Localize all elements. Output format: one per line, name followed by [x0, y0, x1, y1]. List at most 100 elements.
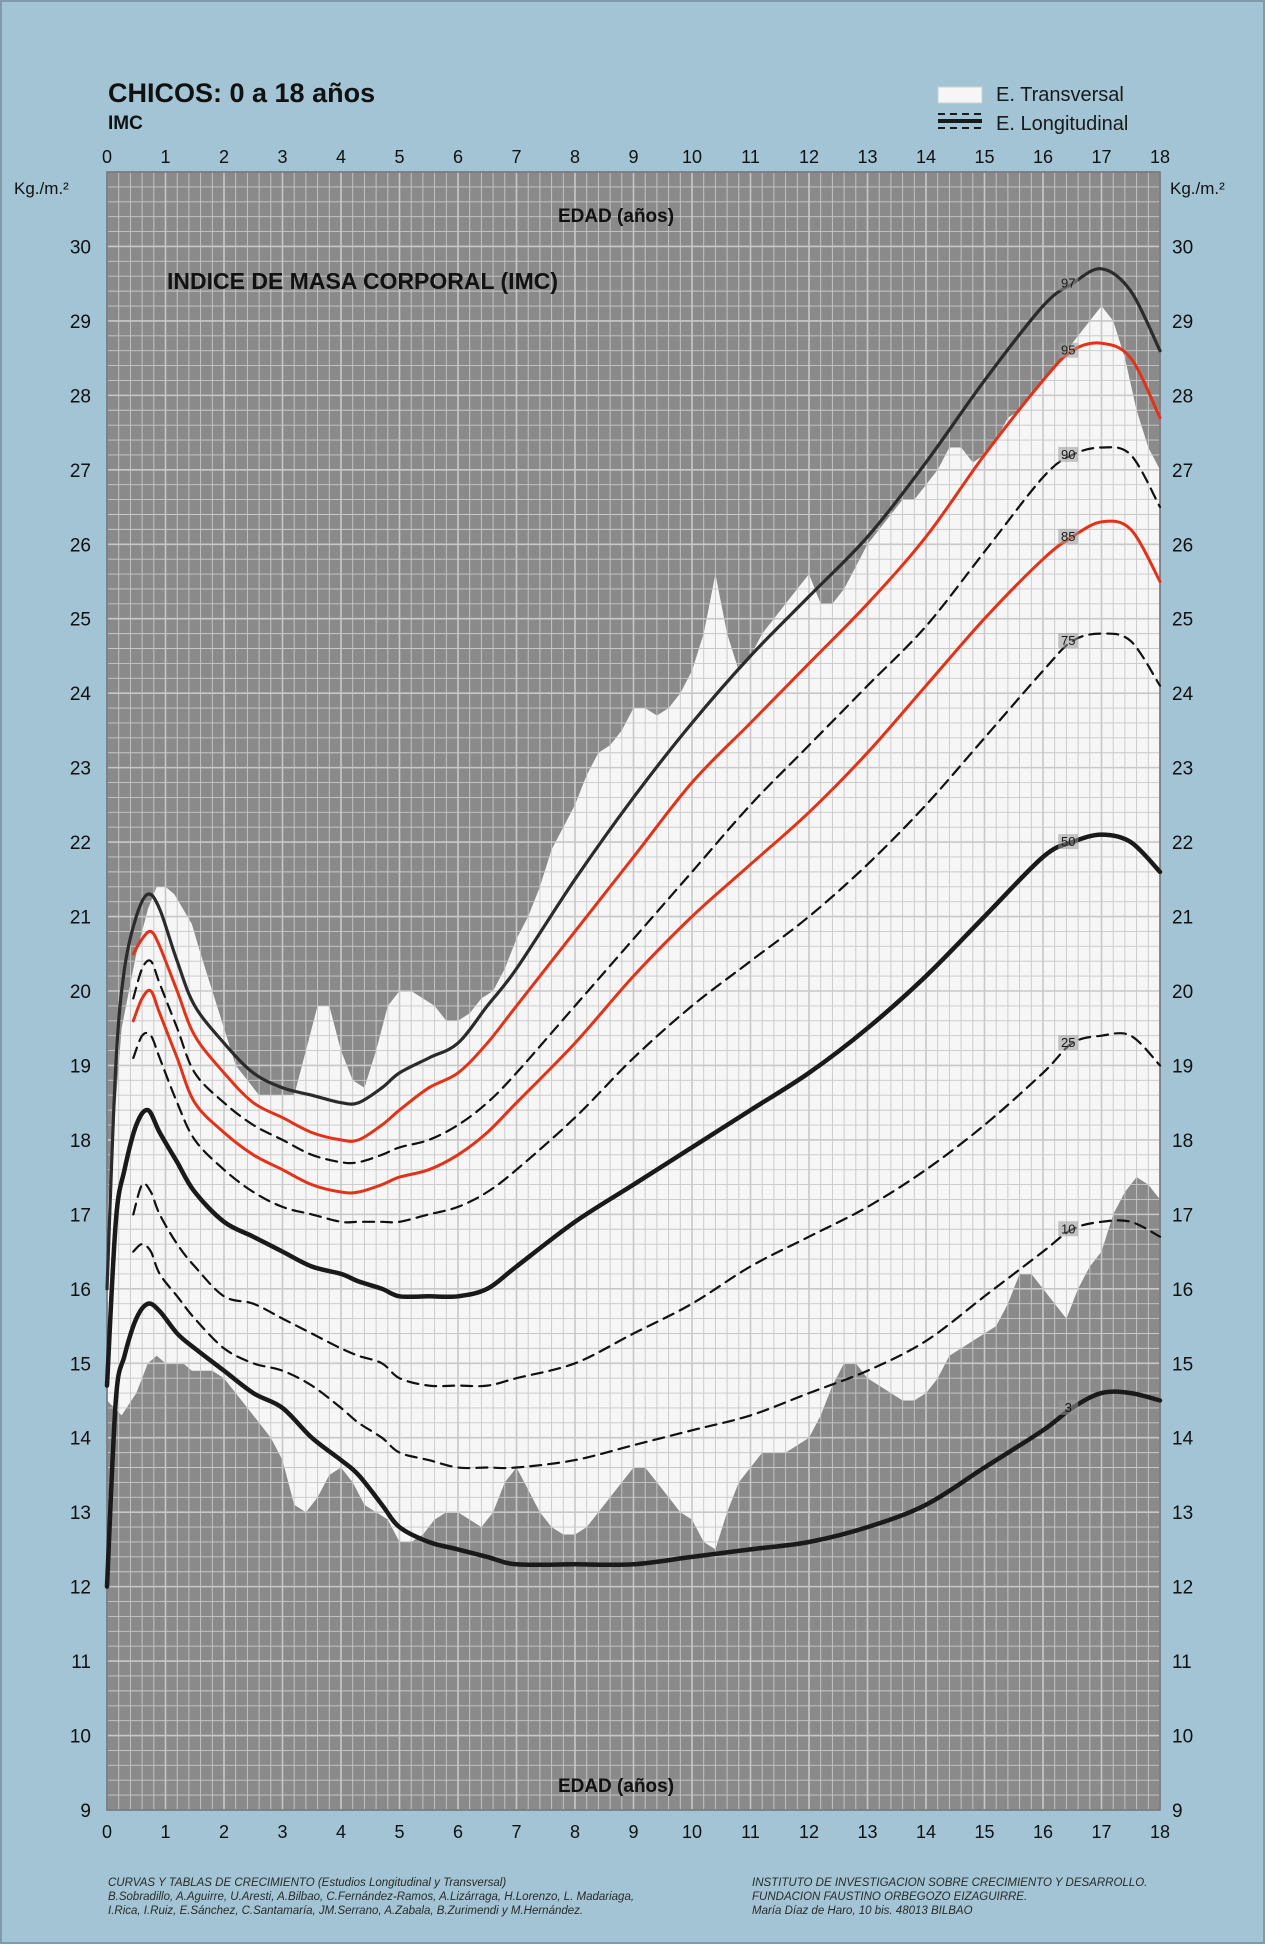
y-tick-label-right: 18	[1172, 1131, 1193, 1152]
legend-label-longitudinal: E. Longitudinal	[996, 113, 1128, 135]
y-tick-label-left: 24	[70, 684, 92, 705]
x-tick-label-bottom: 1	[160, 1822, 170, 1842]
x-axis-label-top: EDAD (años)	[558, 206, 674, 227]
x-tick-label-bottom: 4	[336, 1822, 346, 1842]
x-tick-label-top: 2	[219, 147, 229, 167]
footer-left-line-3: I.Rica, I.Ruiz, E.Sánchez, C.Santamaría,…	[108, 1905, 583, 1917]
y-tick-label-left: 9	[80, 1801, 91, 1822]
x-tick-label-bottom: 17	[1091, 1822, 1111, 1842]
x-tick-label-top: 15	[974, 147, 994, 167]
percentile-label-p75: 75	[1061, 633, 1075, 648]
x-tick-label-bottom: 14	[916, 1822, 936, 1842]
x-tick-label-top: 7	[511, 147, 521, 167]
y-tick-label-left: 16	[70, 1280, 91, 1301]
x-tick-label-top: 10	[682, 147, 702, 167]
y-axis-label-left: Kg./m.²	[14, 179, 69, 198]
legend-label-transversal: E. Transversal	[996, 84, 1124, 106]
percentile-label-p10: 10	[1061, 1221, 1075, 1236]
y-tick-label-right: 9	[1172, 1801, 1183, 1822]
y-tick-label-right: 11	[1172, 1652, 1192, 1673]
x-tick-label-top: 9	[628, 147, 638, 167]
x-tick-label-top: 17	[1091, 147, 1111, 167]
x-tick-label-bottom: 9	[628, 1822, 638, 1842]
y-tick-label-left: 10	[70, 1727, 91, 1748]
y-tick-label-right: 17	[1172, 1205, 1193, 1226]
y-tick-label-left: 28	[70, 386, 91, 407]
y-tick-label-left: 11	[71, 1652, 91, 1673]
percentile-label-p50: 50	[1061, 834, 1075, 849]
y-tick-label-left: 12	[70, 1578, 91, 1599]
x-tick-label-top: 4	[336, 147, 346, 167]
x-tick-label-bottom: 16	[1033, 1822, 1053, 1842]
y-tick-label-left: 20	[70, 982, 91, 1003]
y-tick-label-left: 26	[70, 535, 91, 556]
y-tick-label-left: 17	[70, 1205, 91, 1226]
x-tick-label-top: 1	[160, 147, 170, 167]
y-tick-label-right: 21	[1172, 908, 1193, 929]
y-tick-label-left: 13	[70, 1503, 91, 1524]
y-tick-label-right: 22	[1172, 833, 1193, 854]
x-tick-label-top: 8	[570, 147, 580, 167]
footer-left-line-1: CURVAS Y TABLAS DE CRECIMIENTO (Estudios…	[108, 1877, 506, 1889]
x-tick-label-top: 16	[1033, 147, 1053, 167]
y-axis-label-right: Kg./m.²	[1170, 179, 1225, 198]
percentile-label-p90: 90	[1061, 447, 1075, 462]
x-tick-label-bottom: 13	[857, 1822, 877, 1842]
chart-title: INDICE DE MASA CORPORAL (IMC)	[167, 268, 558, 294]
y-tick-label-left: 29	[70, 312, 91, 333]
percentile-label-p85: 85	[1061, 529, 1075, 544]
y-tick-label-right: 12	[1172, 1578, 1193, 1599]
y-tick-label-left: 27	[70, 461, 91, 482]
x-tick-label-bottom: 10	[682, 1822, 702, 1842]
y-tick-label-right: 24	[1172, 684, 1194, 705]
percentile-label-p97: 97	[1061, 276, 1075, 291]
x-axis-label-bottom: EDAD (años)	[558, 1776, 674, 1797]
x-tick-label-top: 5	[394, 147, 404, 167]
x-tick-label-top: 14	[916, 147, 936, 167]
y-tick-label-left: 25	[70, 610, 91, 631]
footer-left-line-2: B.Sobradillo, A.Aguirre, U.Aresti, A.Bil…	[108, 1891, 634, 1903]
percentile-label-p95: 95	[1061, 343, 1075, 358]
x-tick-label-bottom: 8	[570, 1822, 580, 1842]
y-tick-label-right: 27	[1172, 461, 1193, 482]
x-tick-label-top: 6	[453, 147, 463, 167]
y-tick-label-right: 14	[1172, 1429, 1194, 1450]
x-tick-label-top: 12	[799, 147, 819, 167]
y-tick-label-left: 19	[70, 1056, 91, 1077]
footer-right-line-3: María Díaz de Haro, 10 bis. 48013 BILBAO	[752, 1905, 973, 1917]
x-tick-label-bottom: 2	[219, 1822, 229, 1842]
y-tick-label-left: 14	[70, 1429, 92, 1450]
x-tick-label-bottom: 7	[511, 1822, 521, 1842]
x-tick-label-top: 11	[741, 147, 760, 167]
legend-swatch-transversal	[938, 87, 982, 103]
y-tick-label-left: 23	[70, 759, 91, 780]
x-tick-label-top: 0	[102, 147, 112, 167]
x-tick-label-bottom: 12	[799, 1822, 819, 1842]
y-tick-label-left: 30	[70, 237, 91, 258]
y-tick-label-right: 23	[1172, 759, 1193, 780]
footer-right-line-2: FUNDACION FAUSTINO ORBEGOZO EIZAGUIRRE.	[752, 1891, 1027, 1903]
y-tick-label-right: 19	[1172, 1056, 1193, 1077]
y-tick-label-left: 22	[70, 833, 91, 854]
x-tick-label-top: 18	[1150, 147, 1170, 167]
page-subtitle: IMC	[108, 113, 143, 134]
y-tick-label-right: 10	[1172, 1727, 1193, 1748]
x-tick-label-top: 13	[857, 147, 877, 167]
y-tick-label-right: 20	[1172, 982, 1193, 1003]
y-tick-label-left: 21	[70, 908, 91, 929]
footer-right-line-1: INSTITUTO DE INVESTIGACION SOBRE CRECIMI…	[752, 1877, 1147, 1889]
y-tick-label-right: 29	[1172, 312, 1193, 333]
y-tick-label-right: 26	[1172, 535, 1193, 556]
x-tick-label-bottom: 6	[453, 1822, 463, 1842]
x-tick-label-bottom: 18	[1150, 1822, 1170, 1842]
percentile-label-p25: 25	[1061, 1035, 1075, 1050]
percentile-label-p3: 3	[1065, 1400, 1072, 1415]
y-tick-label-right: 28	[1172, 386, 1193, 407]
x-tick-label-top: 3	[277, 147, 287, 167]
y-tick-label-right: 13	[1172, 1503, 1193, 1524]
x-tick-label-bottom: 3	[277, 1822, 287, 1842]
y-tick-label-right: 25	[1172, 610, 1193, 631]
y-tick-label-left: 15	[70, 1354, 91, 1375]
